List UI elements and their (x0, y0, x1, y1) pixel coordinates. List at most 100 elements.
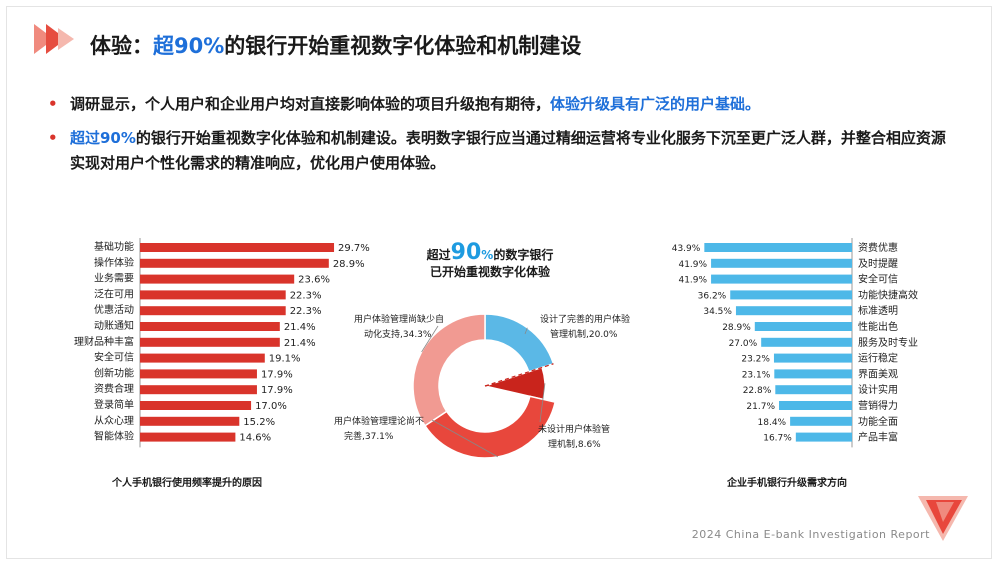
bar-category-label: 操作体验 (94, 256, 134, 269)
bar-value-label: 41.9% (678, 276, 707, 286)
bar-value-label: 22.3% (290, 290, 322, 301)
bar-value-label: 19.1% (269, 354, 301, 365)
bar (140, 337, 280, 347)
bar-value-label: 23.1% (742, 370, 771, 380)
donut-title-line2: 已开始重视数字化体验 (429, 265, 550, 279)
bar (730, 290, 852, 300)
left-chart-caption: 个人手机银行使用频率提升的原因 (112, 478, 262, 489)
donut-leader-line (431, 419, 499, 458)
bar-value-label: 36.2% (698, 291, 727, 301)
bar-value-label: 22.3% (290, 306, 322, 317)
bar-category-label: 设计实用 (858, 383, 898, 396)
bar (140, 385, 257, 395)
bar-value-label: 21.4% (284, 338, 316, 349)
donut-leader-line (539, 383, 546, 423)
bar-value-label: 23.2% (741, 355, 770, 365)
bar (754, 322, 852, 331)
bar-value-label: 14.6% (239, 433, 271, 444)
donut-title-prefix: 超过 (426, 248, 451, 262)
bar (775, 385, 852, 395)
title-prefix: 体验： (90, 34, 153, 58)
bar-category-label: 创新功能 (94, 366, 134, 379)
bar-value-label: 18.4% (758, 418, 787, 428)
bar (140, 243, 335, 252)
bar-value-label: 21.4% (284, 322, 316, 333)
bullet-item: • 调研显示，个人用户和企业用户均对直接影响体验的项目升级抱有期待，体验升级具有… (48, 92, 948, 117)
bullet-highlight: 体验升级具有广泛的用户基础。 (550, 95, 761, 113)
bullet-text: 的银行开始重视数字化体验和机制建设。表明数字银行应当通过精细运营将专业化服务下沉… (70, 129, 946, 172)
arrow-logo-icon (34, 24, 74, 54)
bar (140, 353, 265, 363)
bar (140, 369, 257, 379)
bar-category-label: 营销得力 (858, 399, 898, 412)
bar-value-label: 29.7% (338, 243, 370, 254)
bar-value-label: 27.0% (729, 339, 758, 349)
bar-value-label: 22.8% (743, 386, 772, 396)
page-title: 体验：超90%的银行开始重视数字化体验和机制建设 (90, 30, 581, 60)
bar-category-label: 从众心理 (94, 415, 134, 427)
bar-value-label: 17.9% (261, 385, 293, 396)
bar-category-label: 理财品种丰富 (74, 335, 134, 348)
bar (140, 290, 286, 300)
bar (795, 432, 852, 442)
bar-category-label: 服务及时专业 (858, 336, 918, 349)
bar-category-label: 标准透明 (858, 305, 898, 317)
bar (140, 416, 240, 426)
donut-title: 超过90%的数字银行 已开始重视数字化体验 (400, 242, 580, 281)
right-chart-caption: 企业手机银行升级需求方向 (727, 478, 847, 489)
bar-category-label: 智能体验 (94, 430, 134, 443)
donut-slice-label: 理机制,8.6% (548, 438, 601, 450)
title-suffix: 的银行开始重视数字化体验和机制建设 (224, 34, 582, 58)
donut-leader-line (421, 325, 439, 353)
donut-slice-label: 设计了完善的用户体验 (540, 313, 630, 325)
bar (790, 416, 852, 426)
bar-category-label: 安全可信 (858, 273, 898, 286)
bar-value-label: 28.9% (333, 259, 365, 270)
bar-category-label: 及时提醒 (858, 258, 898, 270)
enterprise-needs-bar-chart: 43.9% 资费优惠 41.9% 及时提醒 41.9% 安全可信 36.2% 功能快捷高效 34… (672, 238, 918, 448)
donut-slice-label: 用户体验管理理论尚不 (334, 415, 424, 427)
bar-value-label: 43.9% (672, 244, 701, 254)
bar-value-label: 34.5% (703, 307, 732, 317)
bar (140, 322, 280, 331)
donut-slice-label: 用户体验管理尚缺少自 (354, 313, 444, 325)
bullet-highlight: 超过90% (70, 129, 136, 147)
donut-title-big-number: 90 (450, 240, 482, 265)
bar-category-label: 界面美观 (858, 367, 898, 380)
bar-category-label: 基础功能 (94, 240, 134, 253)
bar-category-label: 资费合理 (94, 382, 134, 395)
bar-value-label: 41.9% (678, 260, 707, 270)
bar (735, 306, 852, 316)
bullet-text: 调研显示，个人用户和企业用户均对直接影响体验的项目升级抱有期待， (70, 95, 551, 113)
bar-value-label: 17.0% (255, 401, 287, 412)
bar-value-label: 23.6% (298, 275, 330, 286)
bar (711, 258, 852, 268)
bar-category-label: 功能全面 (858, 415, 898, 428)
bullet-dot-icon: • (48, 95, 58, 113)
bar-category-label: 运行稳定 (858, 352, 898, 365)
bar-category-label: 登录简单 (94, 398, 134, 411)
bar-value-label: 17.9% (261, 369, 293, 380)
bar-category-label: 业务需要 (94, 272, 134, 285)
bar-category-label: 优惠活动 (94, 303, 134, 316)
bar (140, 306, 286, 316)
bar-category-label: 资费优惠 (858, 241, 898, 254)
bar (704, 243, 852, 252)
bar (140, 401, 252, 410)
bar-category-label: 泛在可用 (94, 288, 134, 300)
bar-category-label: 动账通知 (94, 319, 134, 332)
bar-category-label: 功能快捷高效 (858, 288, 918, 301)
donut-slice-label: 完善,37.1% (344, 430, 394, 442)
bar (779, 401, 852, 410)
personal-reasons-bar-chart: 基础功能 29.7% 操作体验 28.9% 业务需要 23.6% 泛在可用 22.3% 优惠活动… (74, 238, 370, 448)
bar (140, 432, 236, 442)
donut-slice (423, 395, 557, 459)
bar (774, 369, 852, 379)
donut-slice-label: 管理机制,20.0% (550, 328, 618, 340)
donut-title-suffix: 的数字银行 (493, 248, 554, 262)
bar-value-label: 16.7% (763, 434, 792, 444)
corner-arrow-logo-icon (918, 496, 968, 541)
donut-title-pct: % (481, 248, 494, 262)
bar-value-label: 21.7% (746, 402, 775, 412)
